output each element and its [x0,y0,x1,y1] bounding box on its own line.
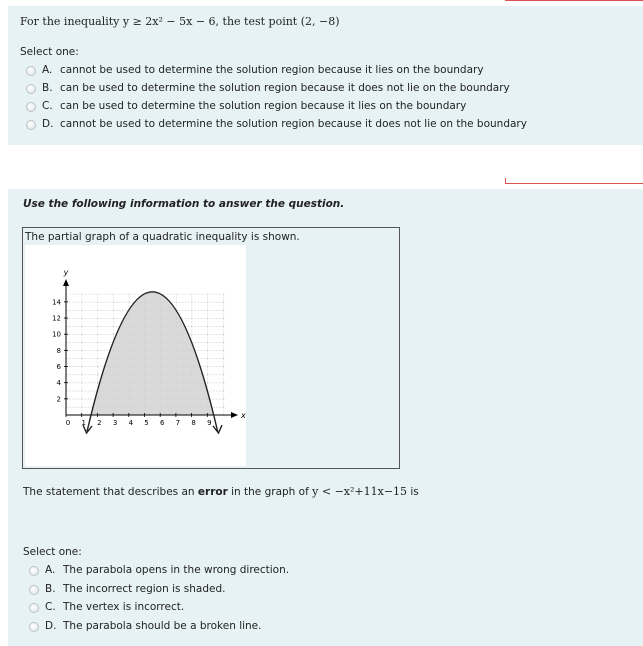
option-letter: D. [45,620,57,633]
x-tick-label: 7 [176,419,180,427]
x-tick-label: 5 [144,419,148,427]
x-axis-arrow [231,412,238,418]
statement-text: in the graph of [231,486,309,498]
y-axis-arrow [63,279,69,286]
y-tick-label: 14 [52,298,61,306]
radio-button[interactable] [29,622,39,633]
x-tick-label: 4 [129,419,134,427]
x-tick-label: 1 [81,419,85,427]
x-tick-label: 0 [66,419,70,427]
y-tick-label: 10 [52,331,61,339]
x-tick-label: 8 [191,419,195,427]
curve-arrow [82,424,93,435]
radio-button[interactable] [29,584,39,595]
select-label: Select one: [20,46,79,58]
option-text: cannot be used to determine the solution… [60,118,527,130]
statement-emphasis: error [197,486,228,498]
radio-button[interactable] [26,120,36,130]
red-line [505,183,643,184]
radio-button[interactable] [29,603,39,614]
option-text: The parabola should be a broken line. [63,620,262,633]
red-line [505,0,643,1]
curve-arrow [212,424,223,435]
red-line [505,178,506,184]
option-letter: A. [45,564,56,576]
option-letter: C. [42,100,53,112]
radio-button[interactable] [26,102,36,112]
y-axis-label: y [63,268,69,277]
y-tick-label: 12 [52,315,61,323]
radio-button[interactable] [29,566,39,576]
question-panel [8,6,643,145]
x-axis-label: x [240,411,246,420]
option-letter: B. [42,82,53,94]
select-label: Select one: [23,546,82,558]
y-tick-label: 6 [57,363,62,371]
x-tick-label: 9 [207,419,211,427]
option-letter: D. [42,118,54,130]
statement-text: The statement that describes an [23,486,195,498]
statement: The statement that describes an error in… [23,485,419,498]
option-letter: A. [42,64,53,76]
statement-math: y < −x²+11x−15 [312,485,408,498]
y-tick-label: 2 [57,395,61,403]
statement-text: is [410,486,419,498]
radio-button[interactable] [26,84,36,94]
graph-caption: The partial graph of a quadratic inequal… [25,231,300,243]
option-letter: C. [45,601,56,614]
option-text: The vertex is incorrect. [63,601,185,614]
y-tick-label: 4 [57,379,62,387]
option-letter: B. [45,582,56,595]
parabola [86,291,219,432]
instruction: Use the following information to answer … [23,198,345,210]
option-text: can be used to determine the solution re… [60,100,467,112]
option-text: can be used to determine the solution re… [60,82,510,94]
radio-button[interactable] [26,66,36,76]
option-text: The incorrect region is shaded. [63,582,226,595]
question-prompt: For the inequality y ≥ 2x² − 5x − 6, the… [20,15,340,28]
option-text: cannot be used to determine the solution… [60,64,484,76]
y-tick-label: 8 [57,347,61,355]
x-tick-label: 6 [160,419,165,427]
option-text: The parabola opens in the wrong directio… [63,564,290,576]
x-tick-label: 2 [97,419,101,427]
x-tick-label: 3 [113,419,117,427]
